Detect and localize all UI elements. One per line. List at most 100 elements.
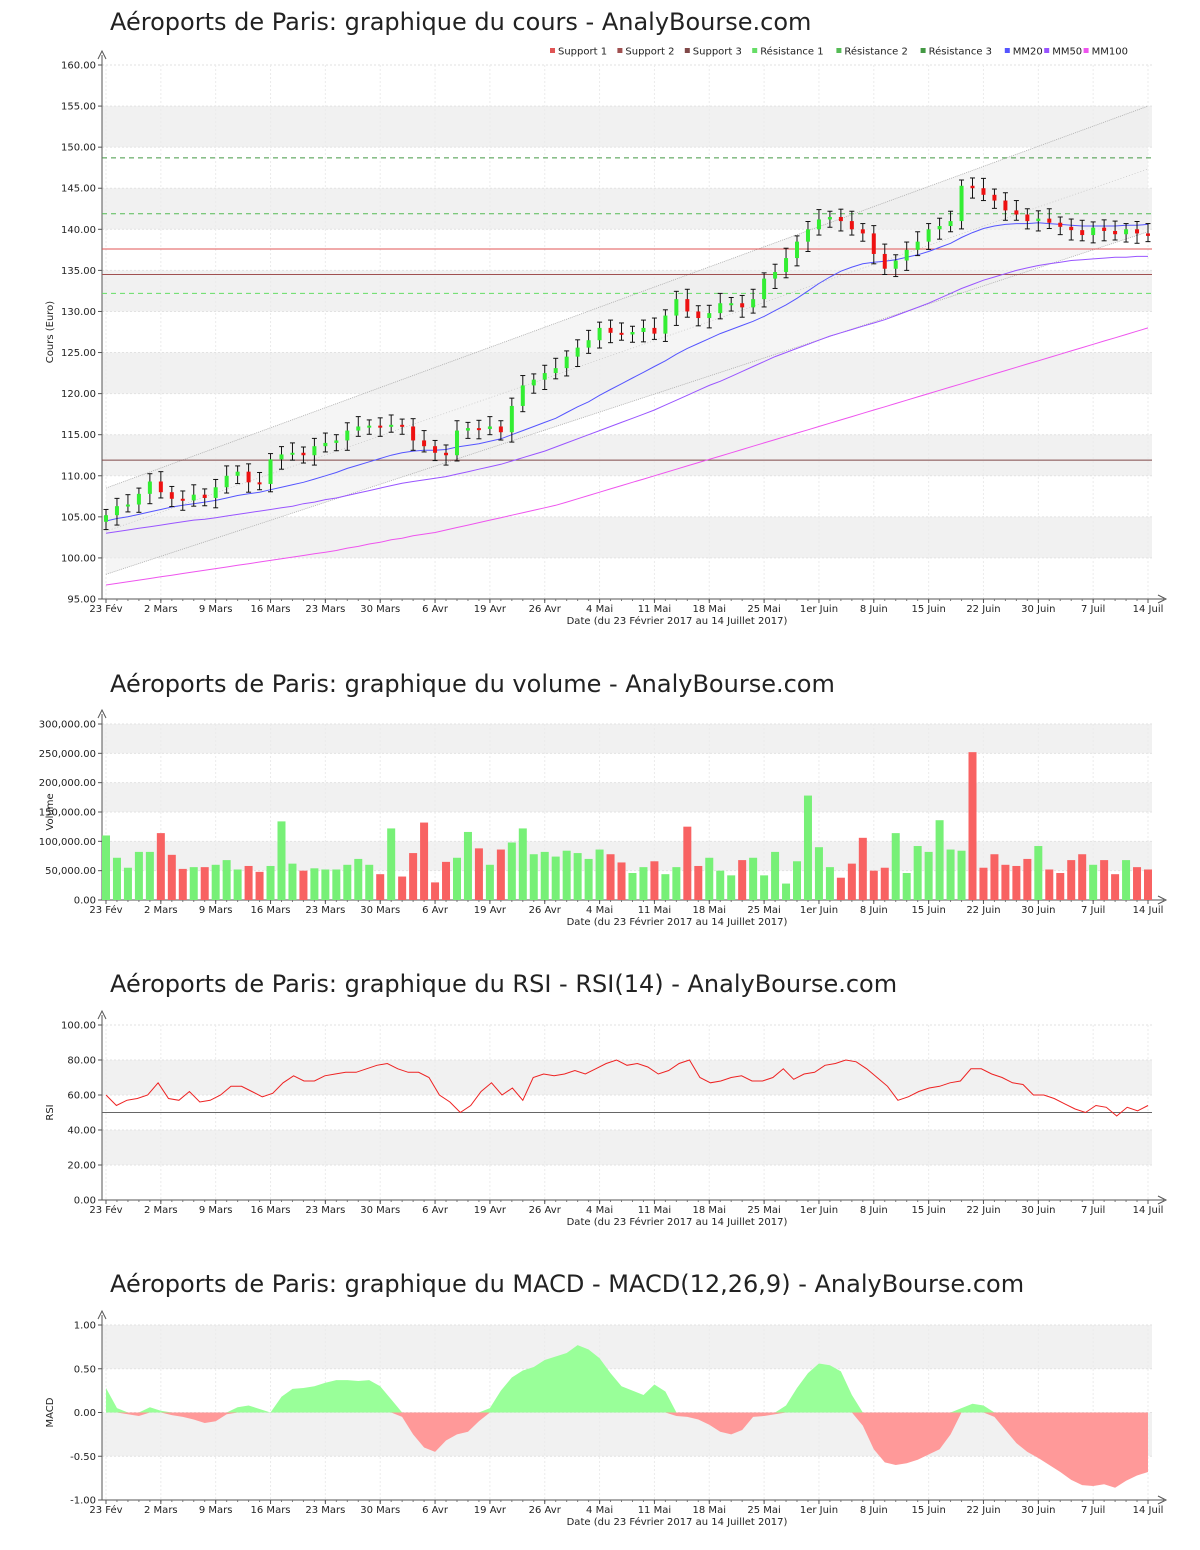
volume-bar: [836, 877, 845, 900]
legend-label: MM20: [1013, 47, 1043, 58]
candle-body: [970, 185, 975, 189]
volume-chart-title: Aéroports de Paris: graphique du volume …: [110, 670, 835, 698]
candle-body: [882, 253, 887, 269]
volume-bar: [244, 865, 253, 900]
x-tick-label: 1er Juin: [800, 1205, 838, 1216]
candle-body: [893, 260, 898, 269]
candle-body: [1080, 230, 1085, 236]
x-axis-arrow: [1157, 895, 1168, 905]
y-tick-label: -0.50: [70, 1452, 96, 1463]
volume-bar: [573, 853, 582, 900]
x-tick-label: 2 Mars: [144, 1205, 178, 1216]
volume-bar: [123, 867, 132, 900]
volume-bar: [102, 835, 110, 900]
candle-body: [180, 498, 185, 501]
x-axis-arrow: [1157, 594, 1168, 604]
candle-body: [641, 327, 646, 332]
y-axis-arrow: [97, 49, 107, 60]
y-tick-label: 125.00: [61, 348, 96, 359]
x-tick-label: 30 Mars: [360, 905, 400, 916]
x-tick-label: 23 Mars: [305, 604, 345, 615]
legend-swatch: [836, 48, 842, 53]
y-axis-label: RSI: [45, 1104, 56, 1120]
volume-bar: [891, 833, 900, 900]
x-tick-label: 25 Mai: [747, 604, 780, 615]
candle-body: [871, 233, 876, 254]
x-tick-label: 4 Mai: [586, 1205, 613, 1216]
candle-body: [136, 493, 141, 505]
candle-body: [235, 471, 240, 476]
candle-body: [1047, 218, 1052, 223]
candle-body: [542, 373, 547, 380]
mm50-line: [105, 255, 1148, 534]
x-tick-label: 16 Mars: [251, 604, 291, 615]
x-tick-label: 30 Juin: [1021, 905, 1055, 916]
legend-swatch: [684, 48, 690, 53]
volume-bar: [551, 856, 560, 900]
x-tick-label: 15 Juin: [911, 1205, 945, 1216]
volume-bar: [584, 858, 593, 900]
candle-body: [498, 426, 503, 433]
volume-bar: [343, 864, 352, 900]
x-tick-label: 30 Mars: [360, 1505, 400, 1516]
macd-positive-area: [106, 1345, 1148, 1413]
volume-bar: [1001, 864, 1010, 900]
candle-body: [707, 313, 712, 319]
volume-bar: [288, 863, 297, 900]
x-tick-label: 23 Mars: [305, 1505, 345, 1516]
y-axis-arrow: [97, 708, 107, 719]
x-tick-label: 4 Mai: [586, 604, 613, 615]
x-axis-label: Date (du 23 Février 2017 au 14 Juillet 2…: [567, 916, 788, 928]
x-tick-label: 9 Mars: [199, 604, 233, 615]
candle-body: [816, 219, 821, 230]
plot-band: [102, 1325, 1152, 1369]
y-tick-label: 1.00: [74, 1321, 96, 1332]
x-tick-label: 30 Juin: [1021, 1205, 1055, 1216]
legend-label: Résistance 1: [760, 46, 823, 58]
plot-band: [102, 516, 1152, 558]
volume-bar: [935, 820, 944, 900]
volume-bar: [277, 821, 286, 900]
price-chart: 95.00 100.00 105.00 110.00 115.00 120.00 125.0…: [45, 46, 1168, 627]
volume-bar: [716, 870, 725, 900]
volume-bar: [562, 850, 571, 900]
candle-body: [224, 475, 229, 488]
candle-body: [608, 327, 613, 333]
legend-label: MM50: [1052, 47, 1082, 58]
candle-body: [729, 303, 734, 306]
x-tick-label: 1er Juin: [800, 905, 838, 916]
x-tick-label: 25 Mai: [747, 1505, 780, 1516]
candle-body: [301, 452, 306, 456]
y-tick-label: 80.00: [67, 1056, 96, 1067]
candle-body: [1146, 233, 1150, 236]
volume-bar: [913, 846, 922, 900]
volume-bar: [749, 857, 758, 900]
plot-band: [102, 1130, 1152, 1165]
y-tick-label: 100.00: [61, 1021, 96, 1032]
x-tick-label: 2 Mars: [144, 905, 178, 916]
volume-bar: [233, 869, 242, 900]
y-tick-label: 100,000.00: [39, 837, 96, 848]
volume-bar: [902, 873, 911, 900]
y-tick-label: -1.00: [70, 1496, 96, 1507]
rsi-line: [105, 1059, 1149, 1117]
x-tick-label: 19 Avr: [474, 1205, 507, 1216]
x-tick-label: 9 Mars: [199, 905, 233, 916]
y-tick-label: 40.00: [67, 1126, 96, 1137]
candle-body: [104, 515, 108, 522]
candle-body: [476, 428, 481, 431]
plot-band: [102, 1412, 1152, 1457]
candle-body: [531, 379, 536, 386]
x-tick-label: 6 Avr: [422, 905, 449, 916]
x-axis-label: Date (du 23 Février 2017 au 14 Juillet 2…: [567, 1516, 788, 1528]
volume-bar: [507, 842, 516, 900]
volume-bar: [1111, 874, 1120, 900]
volume-bar: [1067, 860, 1076, 900]
volume-bar: [727, 875, 736, 900]
volume-bar: [387, 828, 396, 900]
x-tick-label: 6 Avr: [422, 1505, 449, 1516]
x-tick-label: 8 Juin: [860, 1505, 888, 1516]
candle-body: [1058, 222, 1063, 227]
y-tick-label: 0.00: [74, 1408, 96, 1419]
volume-bar: [880, 867, 889, 900]
